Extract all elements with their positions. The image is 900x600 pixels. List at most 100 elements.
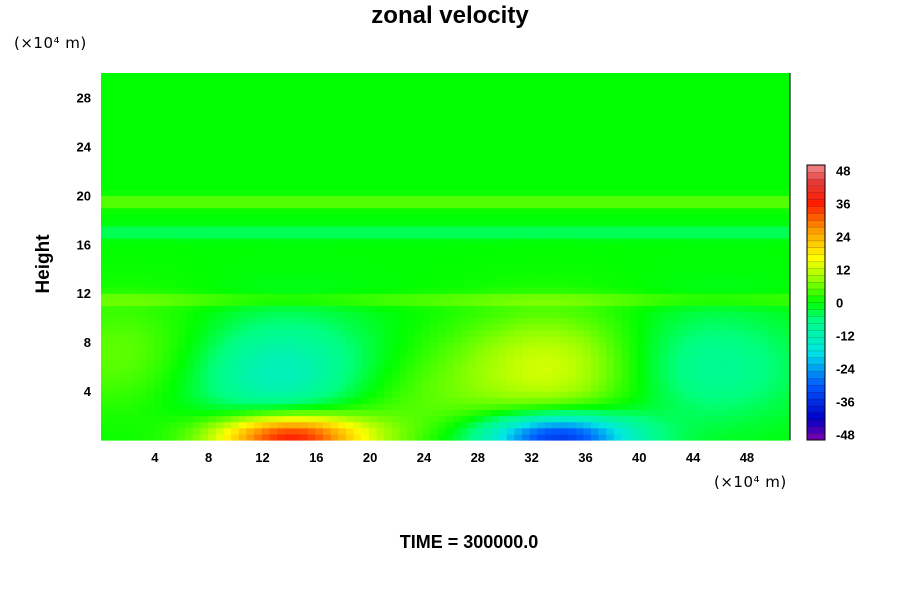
heatmap-cell bbox=[460, 115, 470, 123]
heatmap-cell bbox=[208, 378, 217, 386]
heatmap-cell bbox=[162, 238, 171, 245]
heatmap-cell bbox=[606, 433, 615, 441]
heatmap-cell bbox=[713, 403, 722, 411]
heatmap-cell bbox=[430, 366, 439, 374]
heatmap-cell bbox=[131, 152, 140, 160]
heatmap-cell bbox=[491, 201, 500, 209]
heatmap-cell bbox=[675, 152, 684, 160]
heatmap-cell bbox=[146, 232, 156, 239]
heatmap-cell bbox=[154, 158, 163, 166]
heatmap-cell bbox=[721, 391, 730, 398]
heatmap-cell bbox=[529, 164, 538, 172]
heatmap-cell bbox=[330, 415, 339, 423]
heatmap-cell bbox=[330, 317, 339, 325]
heatmap-cell bbox=[361, 409, 370, 417]
heatmap-cell bbox=[399, 268, 408, 276]
heatmap-cell bbox=[154, 360, 163, 368]
heatmap-cell bbox=[659, 97, 669, 105]
heatmap-cell bbox=[407, 152, 416, 160]
heatmap-cell bbox=[177, 79, 186, 86]
heatmap-cell bbox=[721, 317, 730, 325]
heatmap-cell bbox=[323, 225, 332, 233]
heatmap-cell bbox=[338, 317, 347, 325]
heatmap-cell bbox=[116, 103, 125, 111]
heatmap-cell bbox=[231, 195, 240, 203]
heatmap-cell bbox=[453, 164, 462, 172]
heatmap-cell bbox=[323, 348, 332, 355]
heatmap-cell bbox=[598, 433, 607, 441]
heatmap-cell bbox=[376, 391, 385, 398]
heatmap-cell bbox=[368, 170, 378, 178]
heatmap-cell bbox=[200, 91, 209, 99]
heatmap-cell bbox=[384, 115, 393, 123]
heatmap-cell bbox=[146, 91, 156, 99]
heatmap-cell bbox=[185, 280, 194, 288]
heatmap-cell bbox=[116, 183, 125, 190]
heatmap-cell bbox=[185, 342, 194, 349]
heatmap-cell bbox=[261, 103, 271, 111]
heatmap-cell bbox=[338, 183, 347, 190]
heatmap-cell bbox=[690, 329, 699, 337]
heatmap-cell bbox=[728, 280, 738, 288]
heatmap-cell bbox=[169, 287, 179, 294]
heatmap-cell bbox=[598, 323, 607, 331]
heatmap-cell bbox=[231, 176, 240, 184]
heatmap-cell bbox=[705, 421, 715, 429]
heatmap-cell bbox=[545, 250, 554, 258]
heatmap-cell bbox=[491, 219, 500, 227]
heatmap-cell bbox=[437, 354, 447, 362]
heatmap-cell bbox=[368, 397, 378, 404]
heatmap-cell bbox=[384, 329, 393, 337]
heatmap-cell bbox=[491, 403, 500, 411]
heatmap-cell bbox=[644, 140, 653, 147]
heatmap-cell bbox=[345, 103, 355, 111]
heatmap-cell bbox=[169, 152, 179, 160]
heatmap-cell bbox=[162, 342, 171, 349]
heatmap-cell bbox=[545, 280, 554, 288]
heatmap-cell bbox=[499, 73, 508, 80]
heatmap-cell bbox=[483, 384, 493, 392]
heatmap-cell bbox=[338, 336, 347, 343]
heatmap-cell bbox=[567, 170, 577, 178]
heatmap-cell bbox=[514, 317, 523, 325]
heatmap-cell bbox=[682, 189, 692, 196]
heatmap-cell bbox=[698, 274, 707, 282]
heatmap-cell bbox=[292, 433, 301, 441]
heatmap-cell bbox=[323, 183, 332, 190]
heatmap-cell bbox=[300, 207, 309, 215]
heatmap-cell bbox=[529, 427, 538, 435]
heatmap-cell bbox=[146, 207, 156, 215]
heatmap-cell bbox=[361, 415, 370, 423]
heatmap-cell bbox=[254, 146, 263, 154]
heatmap-cell bbox=[292, 372, 301, 380]
heatmap-cell bbox=[560, 121, 569, 129]
heatmap-cell bbox=[123, 140, 133, 147]
heatmap-cell bbox=[721, 378, 730, 386]
heatmap-cell bbox=[583, 317, 592, 325]
heatmap-cell bbox=[414, 201, 424, 209]
heatmap-cell bbox=[315, 164, 324, 172]
heatmap-cell bbox=[598, 73, 607, 80]
heatmap-cell bbox=[728, 164, 738, 172]
heatmap-cell bbox=[675, 317, 684, 325]
heatmap-cell bbox=[545, 121, 554, 129]
heatmap-cell bbox=[154, 317, 163, 325]
heatmap-cell bbox=[231, 391, 240, 398]
heatmap-cell bbox=[453, 268, 462, 276]
heatmap-cell bbox=[162, 244, 171, 251]
heatmap-cell bbox=[575, 244, 584, 251]
heatmap-cell bbox=[460, 409, 470, 417]
heatmap-cell bbox=[529, 391, 538, 398]
heatmap-cell bbox=[353, 158, 362, 166]
heatmap-cell bbox=[713, 421, 722, 429]
heatmap-cell bbox=[675, 225, 684, 233]
heatmap-cell bbox=[721, 195, 730, 203]
heatmap-cell bbox=[644, 115, 653, 123]
heatmap-cell bbox=[644, 311, 653, 319]
heatmap-cell bbox=[284, 158, 293, 166]
heatmap-cell bbox=[323, 336, 332, 343]
heatmap-cell bbox=[361, 299, 370, 307]
heatmap-cell bbox=[560, 250, 569, 258]
heatmap-cell bbox=[368, 384, 378, 392]
heatmap-cell bbox=[705, 268, 715, 276]
